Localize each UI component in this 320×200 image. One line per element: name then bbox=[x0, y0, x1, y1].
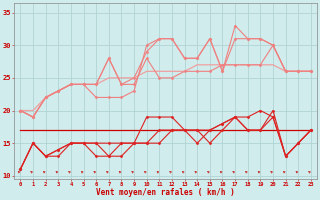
X-axis label: Vent moyen/en rafales ( km/h ): Vent moyen/en rafales ( km/h ) bbox=[96, 188, 235, 197]
